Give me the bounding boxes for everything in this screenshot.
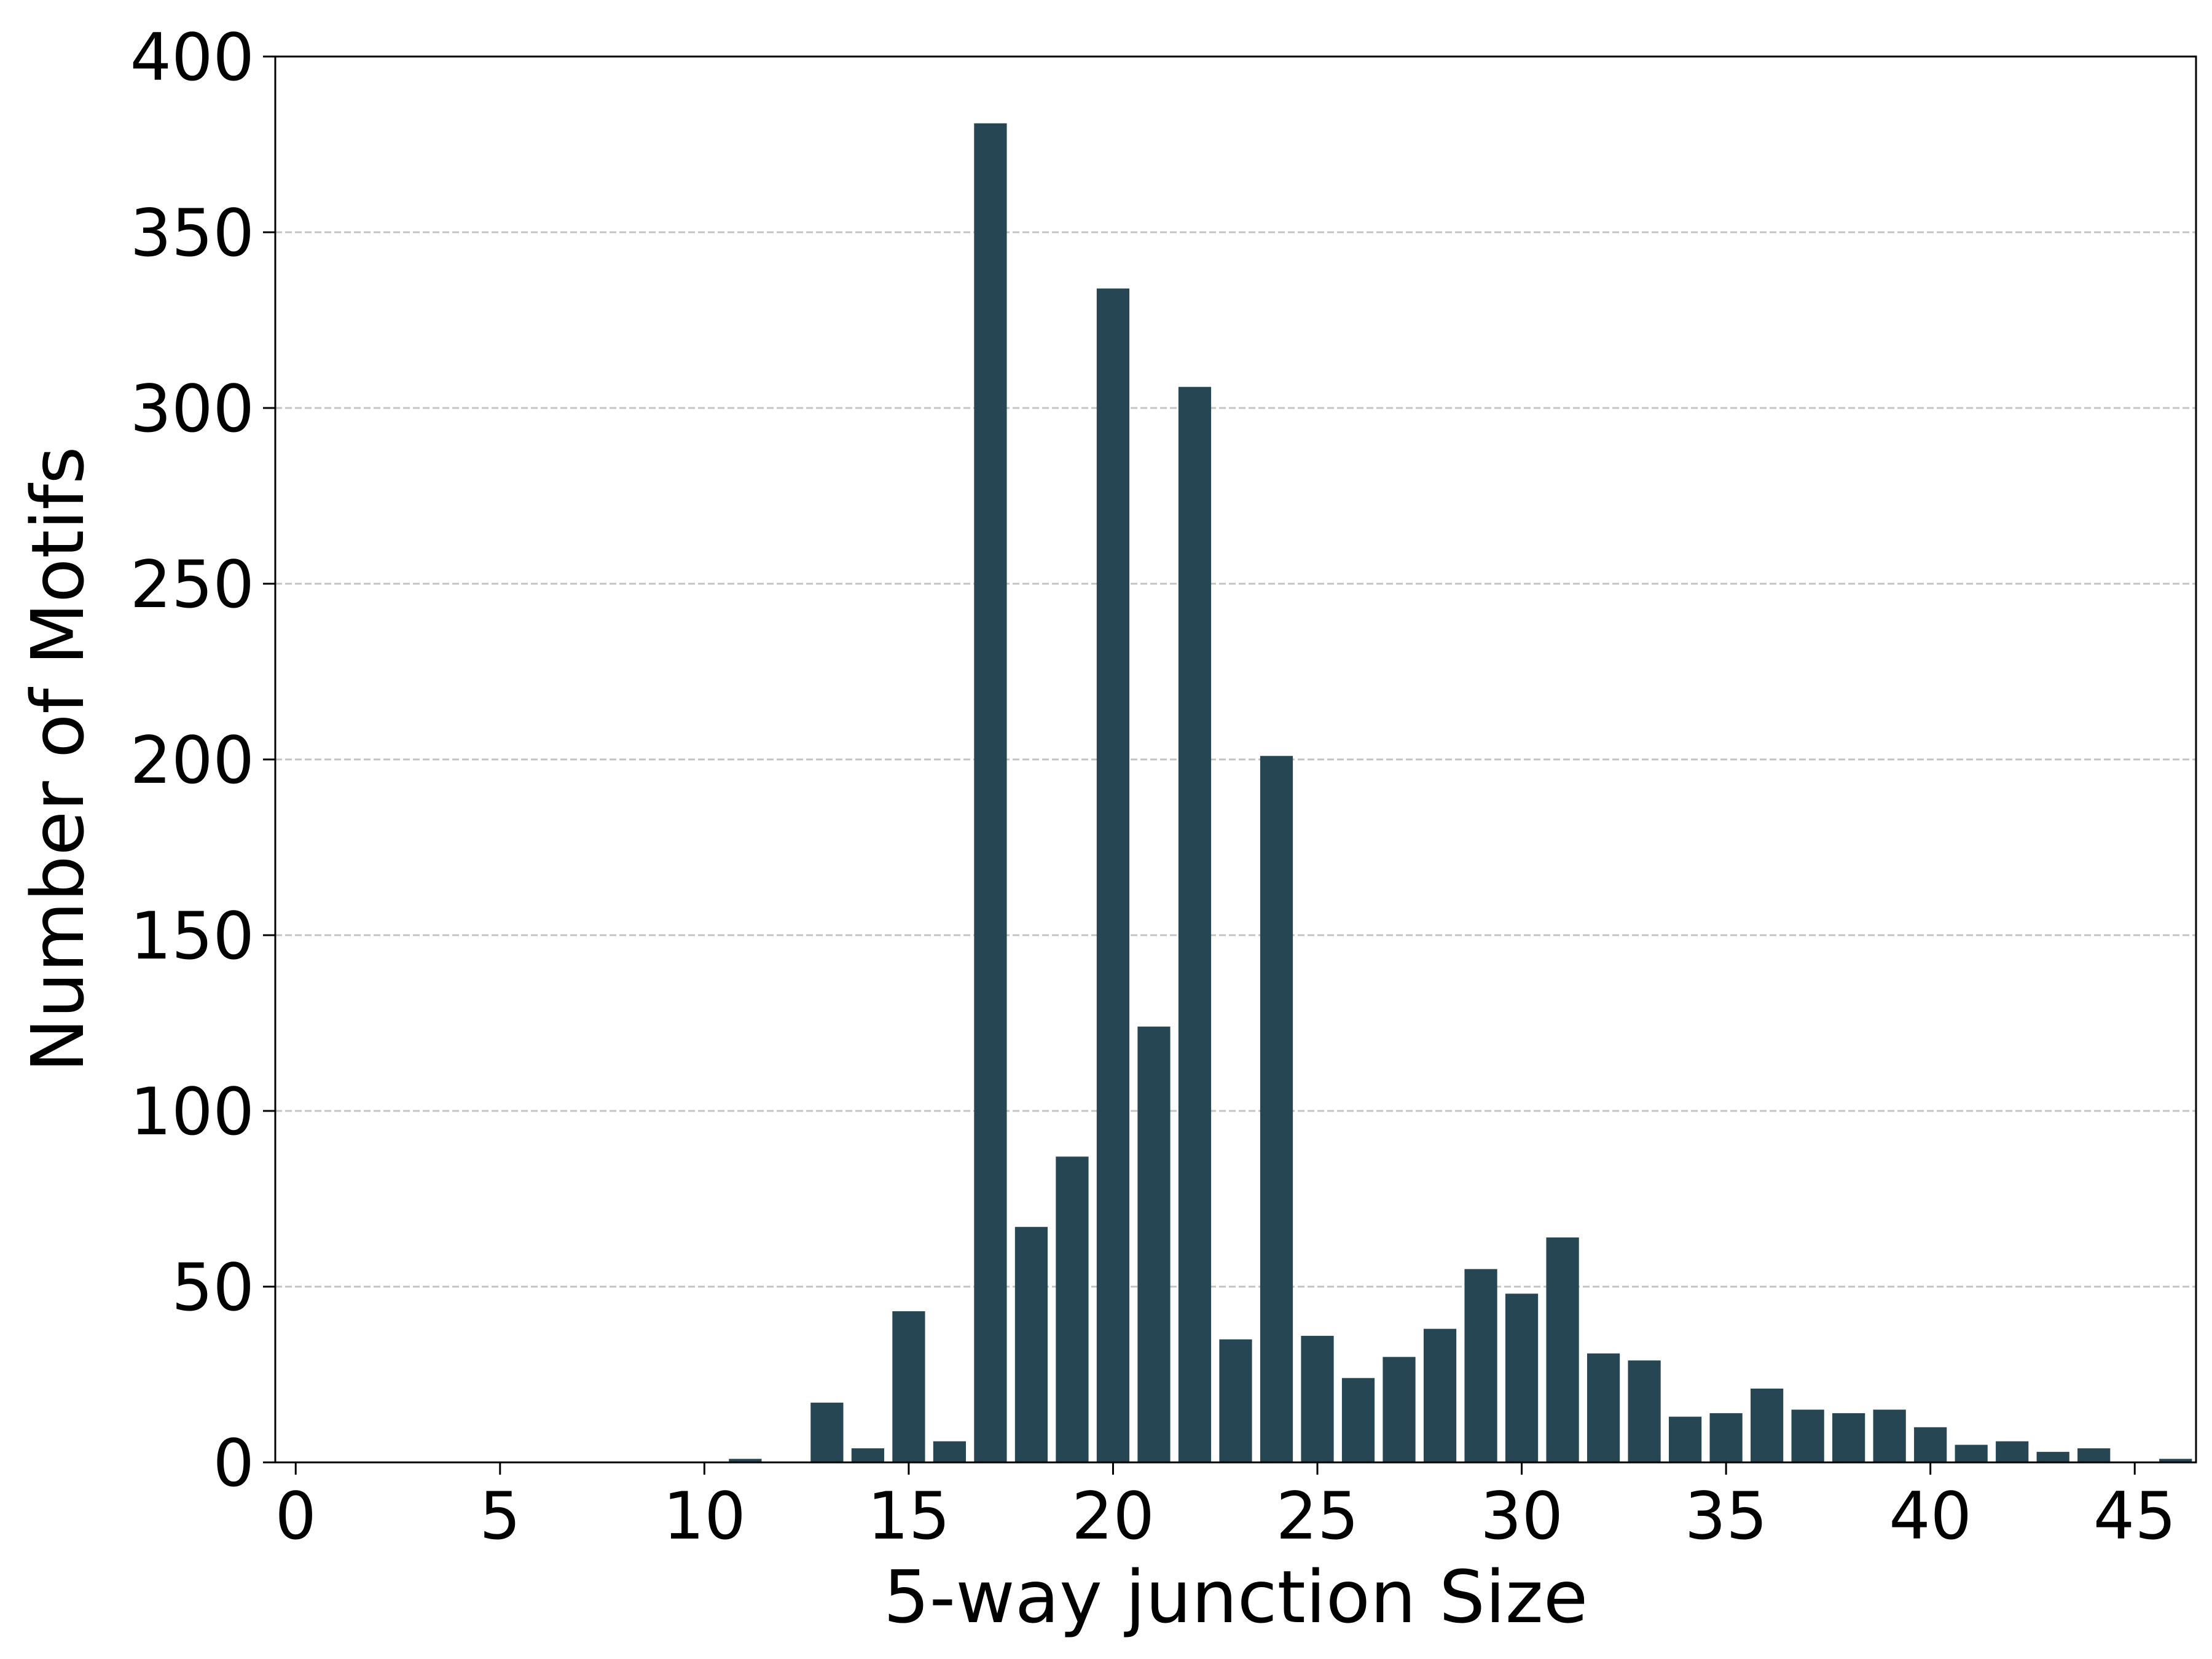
bar — [1423, 1328, 1457, 1462]
y-tick-label: 100 — [130, 1074, 254, 1150]
bar — [1669, 1416, 1702, 1462]
bar — [974, 123, 1007, 1463]
x-tick-label: 40 — [1889, 1478, 1972, 1554]
x-axis-ticks: 0 5 10 15 20 25 30 35 40 45 — [275, 1462, 2176, 1554]
bar — [2159, 1459, 2192, 1462]
y-tick-label: 300 — [130, 371, 254, 447]
bar — [1832, 1413, 1865, 1462]
bar — [1219, 1339, 1252, 1462]
y-axis-label: Number of Motifs — [15, 447, 100, 1073]
bar — [892, 1311, 925, 1462]
bar — [1341, 1378, 1375, 1462]
bar — [1382, 1357, 1416, 1462]
y-tick-label: 250 — [130, 547, 254, 622]
x-tick-label: 35 — [1685, 1478, 1768, 1554]
bars — [729, 123, 2192, 1463]
x-tick-label: 10 — [663, 1478, 746, 1554]
y-tick-label: 350 — [130, 195, 254, 271]
bar — [1873, 1410, 1906, 1462]
bar — [729, 1459, 762, 1462]
bar — [1137, 1026, 1171, 1462]
bar — [1709, 1413, 1743, 1462]
bar — [1586, 1353, 1620, 1462]
y-tick-label: 400 — [130, 20, 254, 95]
x-tick-label: 0 — [275, 1478, 316, 1554]
x-axis-label: 5-way junction Size — [884, 1555, 1588, 1639]
bar — [1096, 288, 1130, 1462]
bar — [1996, 1441, 2029, 1462]
bar — [2077, 1448, 2111, 1462]
bar — [1955, 1445, 1988, 1462]
bar — [1260, 756, 1293, 1462]
y-tick-label: 50 — [171, 1250, 254, 1325]
bar — [1791, 1410, 1824, 1462]
x-tick-label: 5 — [479, 1478, 520, 1554]
y-tick-label: 200 — [130, 723, 254, 798]
bar — [1505, 1293, 1539, 1462]
gridlines — [275, 231, 2196, 1288]
bar — [810, 1402, 844, 1462]
y-tick-label: 0 — [213, 1426, 254, 1501]
bar — [1178, 386, 1212, 1463]
bar — [1546, 1237, 1579, 1462]
bar — [851, 1448, 885, 1462]
bar — [1914, 1427, 1947, 1462]
bar — [1056, 1156, 1089, 1462]
bar — [2036, 1451, 2069, 1462]
bar — [933, 1441, 967, 1462]
x-tick-label: 25 — [1276, 1478, 1359, 1554]
bar — [1751, 1388, 1784, 1462]
y-tick-label: 150 — [130, 898, 254, 974]
bar — [1014, 1226, 1048, 1462]
x-tick-label: 15 — [867, 1478, 950, 1554]
bar — [1628, 1360, 1661, 1462]
x-tick-label: 30 — [1480, 1478, 1563, 1554]
bar — [1464, 1269, 1497, 1462]
y-axis-ticks: 0 50 100 150 200 250 300 350 400 — [130, 20, 275, 1501]
bar — [1301, 1336, 1334, 1462]
x-tick-label: 45 — [2093, 1478, 2176, 1554]
x-tick-label: 20 — [1072, 1478, 1155, 1554]
